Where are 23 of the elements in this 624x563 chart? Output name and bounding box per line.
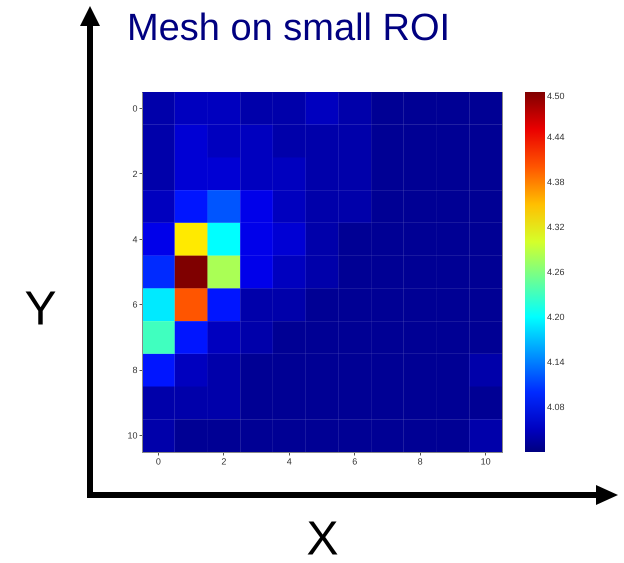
color-bar-label: 4.50 [547,91,565,101]
color-bar-label: 4.44 [547,132,565,142]
color-bar-label: 4.38 [547,177,565,187]
y-tick-label: 4 [132,234,138,244]
y-tick-label: 0 [132,103,138,114]
x-axis-title: X [306,512,339,563]
x-tick-label: 10 [480,456,491,466]
y-tick-label: 2 [132,168,138,179]
x-tick-label: 2 [221,456,226,466]
color-bar-label: 4.08 [547,402,565,412]
x-tick-label: 8 [418,456,423,466]
y-tick-label: 6 [132,300,138,310]
y-axis-title: Y [24,282,57,336]
chart-title: Mesh on small ROI [126,7,450,49]
color-bar-label: 4.14 [547,357,565,367]
y-tick-label: 8 [132,365,138,376]
x-tick-label: 6 [352,456,358,466]
y-tick-label: 10 [127,430,138,441]
color-bar-label: 4.20 [547,312,565,322]
color-bar-label: 4.32 [547,222,565,232]
color-bar-label: 4.26 [547,267,565,277]
x-tick-label: 0 [156,456,161,466]
x-tick-label: 4 [286,456,292,466]
